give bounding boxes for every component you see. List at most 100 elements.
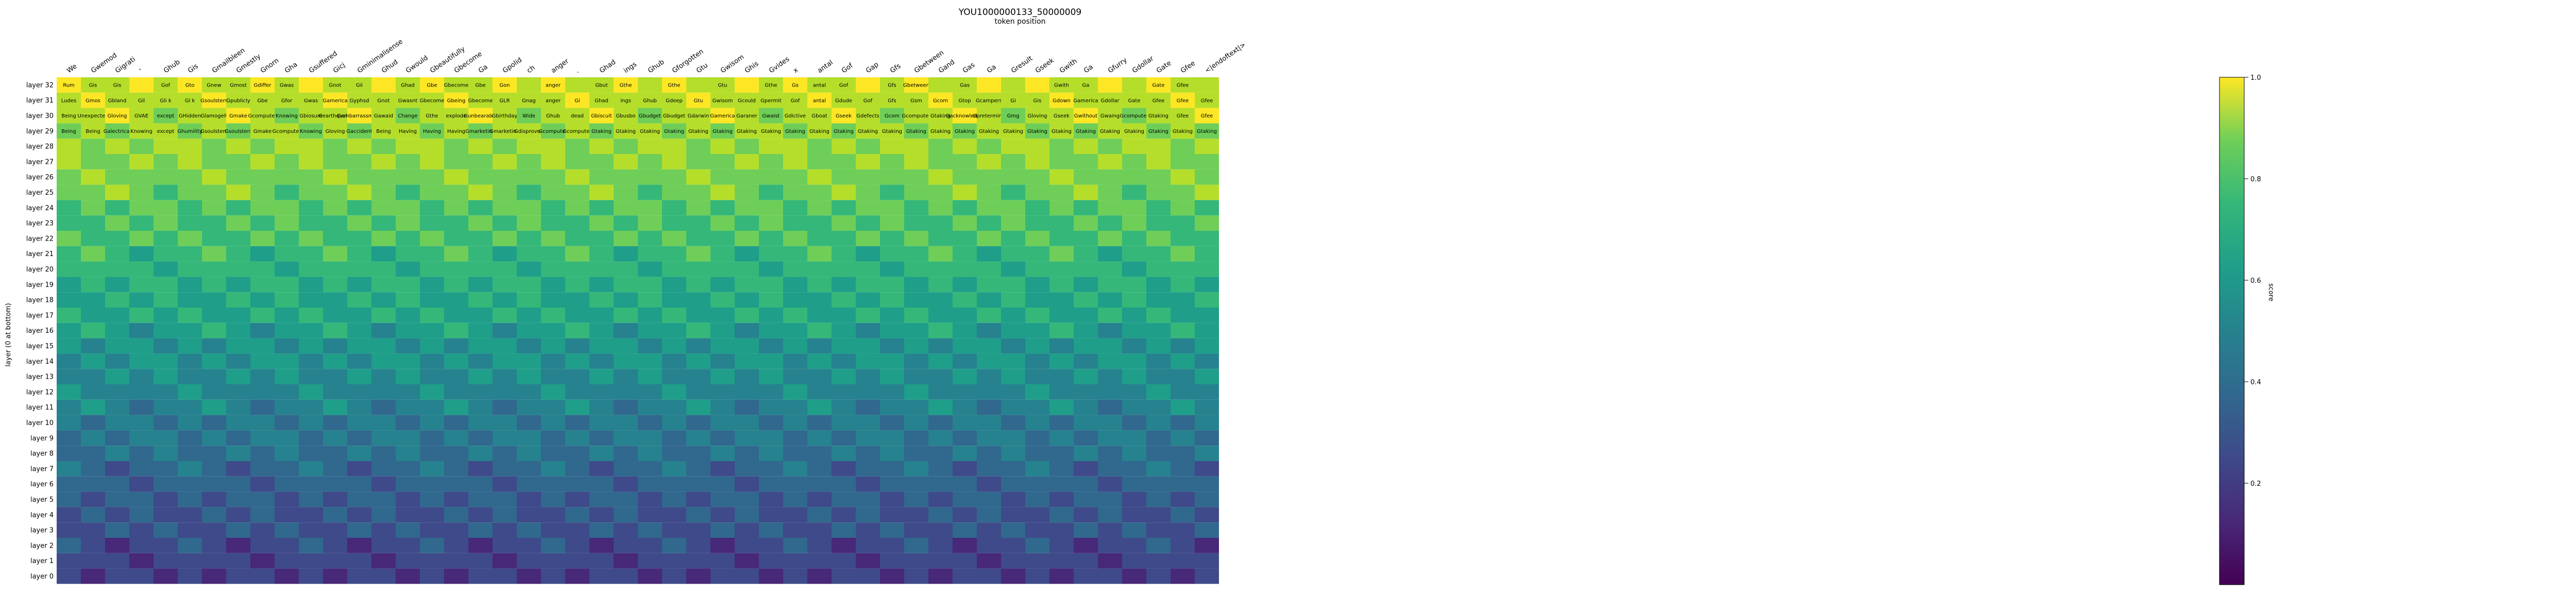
heatmap-cell bbox=[1001, 430, 1025, 446]
heatmap-cell bbox=[517, 308, 541, 323]
heatmap-cell bbox=[57, 538, 81, 553]
heatmap-cell bbox=[468, 261, 493, 277]
heatmap-cell bbox=[1001, 338, 1025, 354]
heatmap-cell bbox=[686, 353, 710, 369]
heatmap-cell bbox=[856, 415, 880, 431]
cell-label: Gtaking bbox=[616, 129, 636, 134]
cell-label: Wide bbox=[522, 113, 535, 119]
heatmap-cell bbox=[1074, 92, 1098, 108]
heatmap-cell bbox=[105, 308, 129, 323]
heatmap-cell bbox=[638, 568, 662, 584]
cell-label: Gcould bbox=[738, 98, 756, 104]
token-label: antal bbox=[816, 59, 835, 75]
heatmap-cell bbox=[710, 108, 735, 124]
heatmap-cell bbox=[541, 522, 565, 538]
heatmap-cell bbox=[856, 538, 880, 553]
heatmap-cell bbox=[1146, 246, 1171, 262]
heatmap-cell bbox=[1195, 322, 1219, 338]
heatmap-cell bbox=[57, 261, 81, 277]
heatmap-cell bbox=[1171, 277, 1195, 293]
heatmap-cell bbox=[977, 246, 1001, 262]
heatmap-cell bbox=[1171, 200, 1195, 216]
heatmap-cell bbox=[977, 538, 1001, 553]
heatmap-cell bbox=[1001, 308, 1025, 323]
heatmap-cell bbox=[1049, 308, 1074, 323]
heatmap-cell bbox=[832, 123, 856, 139]
heatmap-cell bbox=[953, 430, 977, 446]
heatmap-cell bbox=[371, 338, 396, 354]
heatmap-cell bbox=[299, 123, 323, 139]
heatmap-cell bbox=[1171, 169, 1195, 185]
heatmap-cell bbox=[226, 200, 250, 216]
heatmap-cell bbox=[541, 399, 565, 415]
heatmap-cell bbox=[371, 308, 396, 323]
cell-label: Galectrical bbox=[104, 129, 131, 134]
heatmap-cell bbox=[832, 338, 856, 354]
cell-label: Gpreterming bbox=[973, 113, 1005, 119]
heatmap-cell bbox=[1025, 77, 1049, 93]
heatmap-cell bbox=[178, 430, 202, 446]
heatmap-cell bbox=[81, 292, 105, 308]
heatmap-cell bbox=[928, 399, 953, 415]
heatmap-cell bbox=[1146, 338, 1171, 354]
heatmap-cell bbox=[638, 139, 662, 154]
heatmap-cell bbox=[202, 200, 226, 216]
layer-label: layer 23 bbox=[26, 220, 54, 228]
layer-label: layer 29 bbox=[26, 128, 54, 135]
heatmap-cell bbox=[832, 568, 856, 584]
cell-label: Gfs bbox=[888, 98, 896, 104]
heatmap-cell bbox=[275, 200, 299, 216]
heatmap-cell bbox=[420, 215, 444, 231]
cell-label: Gpermit bbox=[760, 98, 782, 104]
heatmap-cell bbox=[371, 184, 396, 200]
heatmap-cell bbox=[1001, 215, 1025, 231]
cell-label: Being bbox=[61, 129, 76, 134]
heatmap-cell bbox=[1195, 415, 1219, 431]
heatmap-cell bbox=[396, 246, 420, 262]
heatmap-cell bbox=[493, 353, 517, 369]
heatmap-cell bbox=[154, 108, 178, 124]
heatmap-cell bbox=[880, 184, 904, 200]
heatmap-cell bbox=[202, 322, 226, 338]
heatmap-cell bbox=[953, 476, 977, 492]
heatmap-cell bbox=[977, 507, 1001, 523]
heatmap-cell bbox=[735, 322, 759, 338]
heatmap-cell bbox=[953, 553, 977, 569]
heatmap-cell bbox=[589, 507, 614, 523]
heatmap-cell bbox=[904, 246, 928, 262]
heatmap-cell bbox=[1001, 369, 1025, 384]
heatmap-cell bbox=[856, 568, 880, 584]
heatmap-cell bbox=[856, 261, 880, 277]
heatmap-cell bbox=[541, 369, 565, 384]
heatmap-cell bbox=[928, 491, 953, 507]
heatmap-cell bbox=[904, 200, 928, 216]
heatmap-cell bbox=[686, 231, 710, 246]
heatmap-cell bbox=[1122, 322, 1146, 338]
heatmap-cell bbox=[832, 399, 856, 415]
layer-label: layer 16 bbox=[26, 327, 54, 335]
heatmap-cell bbox=[347, 308, 371, 323]
heatmap-cell bbox=[275, 246, 299, 262]
heatmap-cell bbox=[129, 108, 154, 124]
heatmap-cell bbox=[347, 139, 371, 154]
heatmap-cell bbox=[105, 277, 129, 293]
heatmap-cell bbox=[1171, 507, 1195, 523]
heatmap-cell bbox=[783, 123, 807, 139]
heatmap-cell bbox=[517, 338, 541, 354]
heatmap-cell bbox=[517, 108, 541, 124]
heatmap-cell bbox=[299, 231, 323, 246]
cell-label: anger bbox=[546, 82, 561, 88]
heatmap-cell bbox=[154, 553, 178, 569]
heatmap-cell bbox=[517, 461, 541, 477]
heatmap-cell bbox=[1171, 461, 1195, 477]
heatmap-cell bbox=[250, 538, 275, 553]
heatmap-cell bbox=[807, 322, 832, 338]
cell-label: Gtaking bbox=[858, 129, 878, 134]
token-label: Ga bbox=[986, 63, 997, 75]
heatmap-cell bbox=[202, 568, 226, 584]
heatmap-cell bbox=[856, 184, 880, 200]
cell-label: except bbox=[157, 113, 175, 119]
heatmap-cell bbox=[129, 77, 154, 93]
heatmap-cell bbox=[129, 169, 154, 185]
heatmap-cell bbox=[832, 277, 856, 293]
